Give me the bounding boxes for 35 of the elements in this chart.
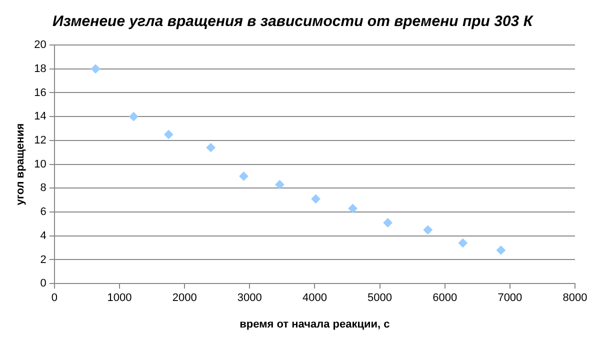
y-tick-label: 16: [34, 86, 46, 99]
point: [496, 246, 506, 255]
x-tick-label: 6000: [432, 292, 458, 304]
point: [91, 64, 100, 74]
x-tick-label: 4000: [302, 292, 327, 304]
y-tick-label: 10: [34, 158, 46, 170]
point: [164, 130, 174, 139]
x-tick-label: 7000: [498, 292, 522, 304]
y-tick-label: 12: [34, 134, 46, 146]
y-tick-label: 2: [40, 254, 46, 266]
point: [458, 238, 468, 248]
y-tick-label: 14: [34, 110, 46, 123]
y-tick-label: 8: [40, 182, 46, 194]
y-axis-title: угол вращения: [14, 123, 27, 206]
chart-title: Изменеие угла вращения в зависимости от времени при 303 К: [52, 13, 534, 30]
x-tick-label: 8000: [562, 292, 588, 304]
x-tick-label: 2000: [172, 292, 197, 304]
point: [348, 204, 358, 213]
x-axis-title: время от начала реакции, с: [240, 318, 390, 330]
y-tick-label: 18: [34, 62, 46, 75]
point: [383, 218, 392, 228]
x-tick-label: 0: [51, 292, 58, 304]
y-tick-label: 0: [40, 278, 46, 290]
y-tick-label: 6: [40, 206, 46, 218]
x-tick-label: 3000: [237, 292, 262, 304]
point: [129, 112, 138, 122]
point: [275, 180, 284, 190]
x-tick-label: 1000: [107, 292, 132, 304]
y-tick-label: 4: [40, 230, 46, 242]
y-tick-label: 20: [34, 39, 46, 52]
point: [311, 194, 320, 204]
point: [239, 172, 248, 181]
point: [206, 143, 216, 152]
point: [423, 225, 432, 234]
x-tick-label: 5000: [368, 292, 392, 304]
